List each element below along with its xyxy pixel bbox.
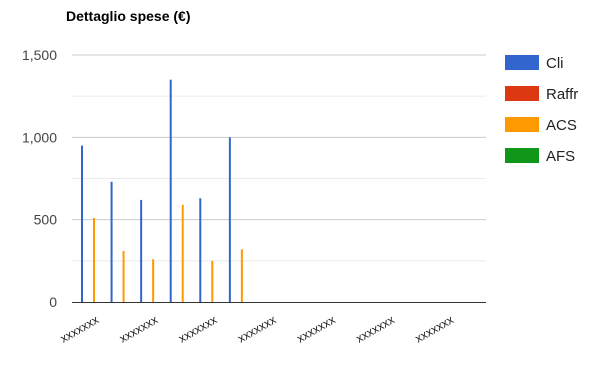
legend-swatch-raffr <box>505 86 539 101</box>
legend-swatch-afs <box>505 148 539 163</box>
bar-acs-0 <box>93 218 95 302</box>
legend-swatch-cli <box>505 55 539 70</box>
x-category-label: xxxxxxx <box>176 312 219 345</box>
legend-label-cli: Cli <box>546 55 564 72</box>
y-tick-label: 1,000 <box>22 129 57 145</box>
x-category-label: xxxxxxx <box>58 312 101 345</box>
x-category-label: xxxxxxx <box>353 312 396 345</box>
chart-title: Dettaglio spese (€) <box>66 8 191 24</box>
bar-cli-2 <box>140 199 143 302</box>
x-category-label: xxxxxxx <box>235 312 278 345</box>
bar-cli-0 <box>81 145 83 302</box>
x-category-label: xxxxxxx <box>117 312 160 345</box>
y-tick-label: 1,500 <box>22 47 57 63</box>
bar-cli-3 <box>169 79 172 302</box>
y-tick-label: 500 <box>34 212 58 228</box>
legend-swatch-acs <box>505 117 539 132</box>
legend-label-raffr: Raffr <box>546 86 578 103</box>
legend-label-afs: AFS <box>546 148 575 165</box>
legend-label-acs: ACS <box>546 117 577 134</box>
bar-cli-4 <box>199 198 202 302</box>
bar-acs-2 <box>152 259 155 302</box>
bar-acs-3 <box>181 204 184 302</box>
bar-acs-4 <box>211 260 214 302</box>
bar-acs-1 <box>122 250 125 302</box>
bar-acs-5 <box>240 249 243 302</box>
x-category-label: xxxxxxx <box>413 312 456 345</box>
bar-cli-1 <box>110 181 113 302</box>
x-category-label: xxxxxxx <box>294 312 337 345</box>
bar-cli-5 <box>228 137 231 302</box>
y-tick-label: 0 <box>49 294 57 310</box>
